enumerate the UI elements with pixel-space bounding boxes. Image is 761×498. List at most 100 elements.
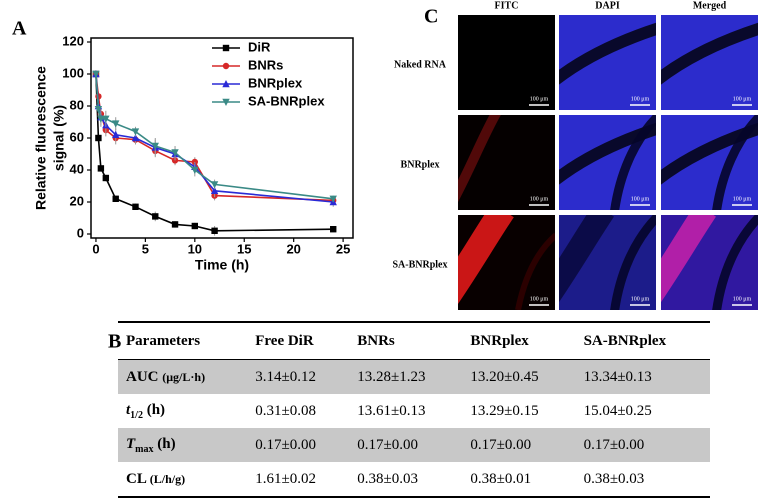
micrograph	[458, 15, 555, 110]
row: CL (L/h/g) 1.61±0.02 0.38±0.03 0.38±0.01…	[118, 462, 710, 498]
row: AUC (μg/L·h) 3.14±0.12 13.28±1.23 13.20±…	[118, 359, 710, 394]
column-label: DAPI	[595, 0, 620, 11]
x-tick-label: 20	[286, 241, 300, 256]
marker	[222, 80, 230, 88]
marker	[102, 174, 110, 182]
marker	[131, 128, 140, 136]
marker	[92, 70, 100, 78]
param-cell: Tmax (h)	[118, 428, 248, 462]
cell: 13.28±1.23	[349, 359, 463, 394]
scale-label: 100 μm	[530, 96, 549, 102]
marker	[210, 186, 219, 194]
y-tick-label: 100	[62, 65, 84, 80]
tissue-band	[610, 215, 656, 310]
header-cell: BNRs	[349, 321, 463, 360]
tissue-band	[661, 215, 716, 303]
param-unit: (h)	[146, 401, 166, 418]
header-cell: SA-BNRplex	[575, 321, 710, 360]
param-symbol: AUC	[126, 368, 159, 385]
cell: 0.17±0.00	[247, 428, 350, 462]
legend-label: SA-BNRplex	[248, 93, 325, 108]
tissue-band	[559, 122, 656, 185]
plot-area	[92, 70, 337, 236]
cell: 0.31±0.08	[255, 402, 316, 419]
tissue-band	[712, 215, 758, 310]
panel-label: A	[12, 18, 27, 40]
marker	[191, 222, 199, 230]
tissue-band	[458, 215, 514, 305]
y-tick-label: 80	[70, 97, 84, 112]
marker	[329, 195, 337, 203]
scale-label: 100 μm	[631, 196, 650, 202]
cell: 0.38±0.03	[575, 462, 710, 498]
cell: 1.61±0.02	[247, 462, 350, 498]
marker	[112, 120, 120, 128]
y-tick-label: 60	[70, 129, 84, 144]
cell: 0.38±0.03	[349, 462, 463, 498]
marker	[97, 115, 105, 123]
marker	[102, 115, 110, 123]
x-tick-label: 25	[336, 241, 350, 256]
tissue-band	[515, 232, 555, 310]
marker	[191, 166, 199, 174]
param-unit: (L/h/g)	[149, 471, 186, 486]
header-cell: Parameters	[118, 321, 248, 360]
micrograph	[559, 215, 656, 310]
scale-label: 100 μm	[733, 196, 752, 202]
scale-label: 100 μm	[733, 296, 752, 302]
param-symbol: T	[126, 435, 136, 452]
micrograph	[458, 215, 555, 310]
micrograph	[661, 215, 758, 310]
tissue-band	[661, 22, 758, 85]
scale-label: 100 μm	[530, 296, 549, 302]
x-tick-label: 15	[237, 241, 251, 256]
header-cell: BNRplex	[462, 321, 576, 360]
cell: 0.17±0.00	[349, 428, 463, 462]
y-tick-label: 20	[70, 193, 84, 208]
cell: 0.17±0.00	[575, 428, 710, 462]
tissue-band	[661, 122, 758, 185]
y-axis-label: signal (%)	[51, 105, 67, 171]
legend-label: BNRplex	[248, 75, 303, 90]
marker	[222, 98, 230, 106]
param-symbol: CL	[126, 470, 147, 487]
plot-frame	[90, 37, 354, 239]
param-sub: max	[135, 443, 154, 455]
marker	[112, 195, 119, 202]
marker	[132, 203, 139, 210]
image-bg	[458, 15, 555, 110]
micrograph	[661, 115, 758, 210]
micrograph	[559, 115, 656, 210]
marker	[330, 226, 337, 233]
param-symbol: t	[126, 401, 131, 418]
marker	[152, 213, 159, 220]
param-unit: (μg/L·h)	[162, 369, 206, 384]
marker	[171, 221, 179, 228]
row: Tmax (h) 0.17±0.00 0.17±0.00 0.17±0.00 0…	[118, 428, 710, 462]
scale-label: 100 μm	[631, 296, 650, 302]
marker	[112, 130, 120, 138]
cell: 13.34±0.13	[575, 359, 710, 394]
x-tick-label: 10	[188, 241, 202, 256]
legend-label: BNRs	[248, 57, 283, 72]
marker	[211, 227, 218, 234]
marker	[151, 142, 159, 150]
marker	[95, 134, 102, 142]
cell: 0.17±0.00	[462, 428, 576, 462]
param-sub: 1/2	[130, 409, 143, 421]
y-tick-label: 0	[77, 225, 84, 240]
column-label: Merged	[693, 0, 727, 11]
marker	[222, 44, 230, 52]
y-tick-label: 120	[62, 33, 84, 48]
tissue-band	[458, 115, 501, 203]
x-axis-label: Time (h)	[195, 257, 249, 273]
row-label: BNRplex	[401, 159, 440, 170]
cell: 13.20±0.45	[462, 359, 576, 394]
row-label: SA-BNRplex	[392, 259, 447, 270]
micrograph	[661, 15, 758, 110]
marker	[131, 134, 140, 142]
marker	[94, 106, 103, 114]
cell: 13.29±0.15	[470, 402, 539, 419]
